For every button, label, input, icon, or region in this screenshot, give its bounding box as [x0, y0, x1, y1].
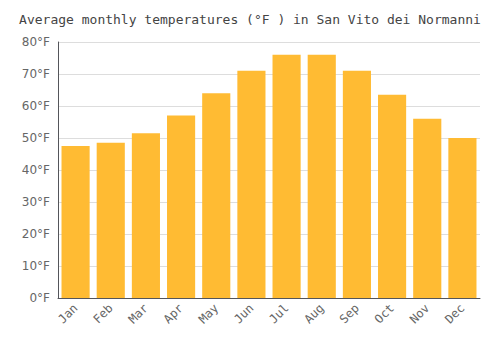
svg-text:Nov: Nov	[407, 301, 432, 326]
svg-text:Jun: Jun	[231, 301, 256, 326]
svg-text:40°F: 40°F	[22, 163, 50, 177]
svg-text:Feb: Feb	[90, 301, 115, 326]
svg-text:50°F: 50°F	[22, 131, 50, 145]
svg-text:Sep: Sep	[337, 301, 362, 326]
svg-text:Apr: Apr	[161, 301, 186, 326]
svg-text:70°F: 70°F	[22, 67, 50, 81]
svg-text:60°F: 60°F	[22, 99, 50, 113]
svg-text:Oct: Oct	[372, 301, 397, 326]
svg-text:Mar: Mar	[126, 301, 151, 326]
svg-text:80°F: 80°F	[22, 35, 50, 49]
svg-text:10°F: 10°F	[22, 259, 50, 273]
svg-text:Aug: Aug	[301, 301, 326, 326]
svg-text:Jul: Jul	[266, 301, 291, 326]
svg-text:Dec: Dec	[442, 301, 467, 326]
svg-text:20°F: 20°F	[22, 227, 50, 241]
svg-text:0°F: 0°F	[29, 291, 50, 305]
svg-text:30°F: 30°F	[22, 195, 50, 209]
svg-text:May: May	[196, 301, 221, 326]
svg-text:Average monthly temperatures (: Average monthly temperatures (°F ) in Sa…	[19, 12, 481, 27]
svg-text:Jan: Jan	[55, 301, 80, 326]
